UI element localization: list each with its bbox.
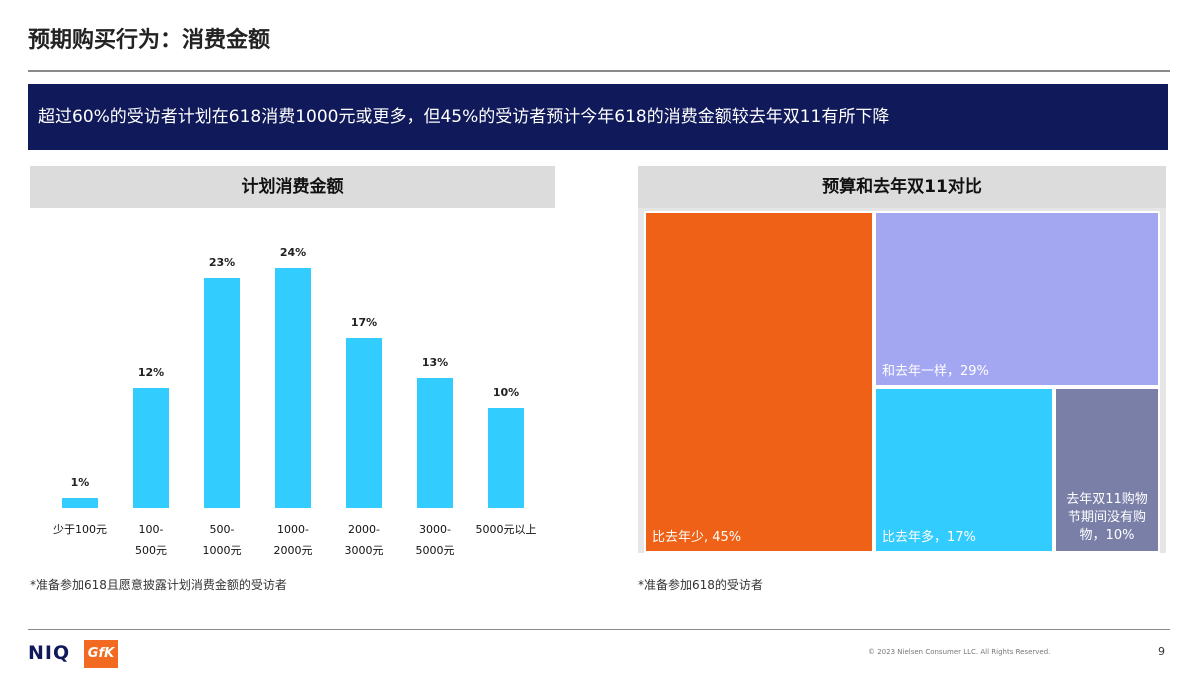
bar-3 — [275, 268, 311, 508]
tile-less-than-last-year: 比去年少, 45% — [644, 211, 874, 553]
x-tick-label: 5000元以上 — [476, 523, 537, 536]
treemap-footnote: *准备参加618的受访者 — [638, 578, 763, 592]
x-tick-label: 2000-3000元 — [345, 523, 384, 557]
headline-banner: 超过60%的受访者计划在618消费1000元或更多，但45%的受访者预计今年61… — [28, 84, 1168, 150]
bar-value-label: 24% — [280, 246, 306, 259]
footer-divider — [28, 629, 1170, 630]
bar-value-label: 23% — [209, 256, 235, 269]
bar-5 — [417, 378, 453, 508]
page-title: 预期购买行为：消费金额 — [28, 28, 271, 53]
bar-value-label: 17% — [351, 316, 377, 329]
x-tick-label: 100-500元 — [135, 523, 167, 557]
bar-chart-header: 计划消费金额 — [30, 166, 555, 208]
bar-value-label: 10% — [493, 386, 519, 399]
bar-2 — [204, 278, 240, 508]
tile-more-than-last-year: 比去年多，17% — [874, 387, 1054, 553]
bar-chart-footnote: *准备参加618且愿意披露计划消费金额的受访者 — [30, 578, 287, 592]
treemap-chart: 比去年少, 45% 和去年一样，29% 比去年多，17% 去年双11购物节期间没… — [638, 208, 1166, 553]
x-tick-label: 少于100元 — [53, 523, 107, 536]
x-tick-label: 3000-5000元 — [416, 523, 455, 557]
tile-same-as-last-year: 和去年一样，29% — [874, 211, 1160, 387]
treemap-header: 预算和去年双11对比 — [638, 166, 1166, 208]
copyright-text: © 2023 Nielsen Consumer LLC. All Rights … — [868, 648, 1051, 656]
x-tick-label: 500-1000元 — [203, 523, 242, 557]
tile-label: 比去年多，17% — [882, 530, 976, 545]
bar-value-label: 1% — [71, 476, 90, 489]
tile-label: 比去年少, 45% — [652, 530, 742, 545]
title-divider — [28, 70, 1170, 72]
bar-value-label: 12% — [138, 366, 164, 379]
tile-no-purchase-last-year: 去年双11购物节期间没有购物，10% — [1054, 387, 1160, 553]
niq-logo: NIQ — [28, 642, 71, 664]
bar-0 — [62, 498, 98, 508]
tile-label: 去年双11购物节期间没有购物，10% — [1066, 492, 1148, 543]
tile-label: 和去年一样，29% — [882, 364, 989, 379]
bar-chart: 1% 少于100元 12% 100-500元 23% 500-1000元 24% 1000-2… — [53, 246, 537, 557]
page-number: 9 — [1158, 645, 1165, 658]
bar-1 — [133, 388, 169, 508]
bar-4 — [346, 338, 382, 508]
gfk-logo: GfK — [84, 640, 118, 668]
bar-6 — [488, 408, 524, 508]
x-tick-label: 1000-2000元 — [274, 523, 313, 557]
bar-value-label: 13% — [422, 356, 448, 369]
